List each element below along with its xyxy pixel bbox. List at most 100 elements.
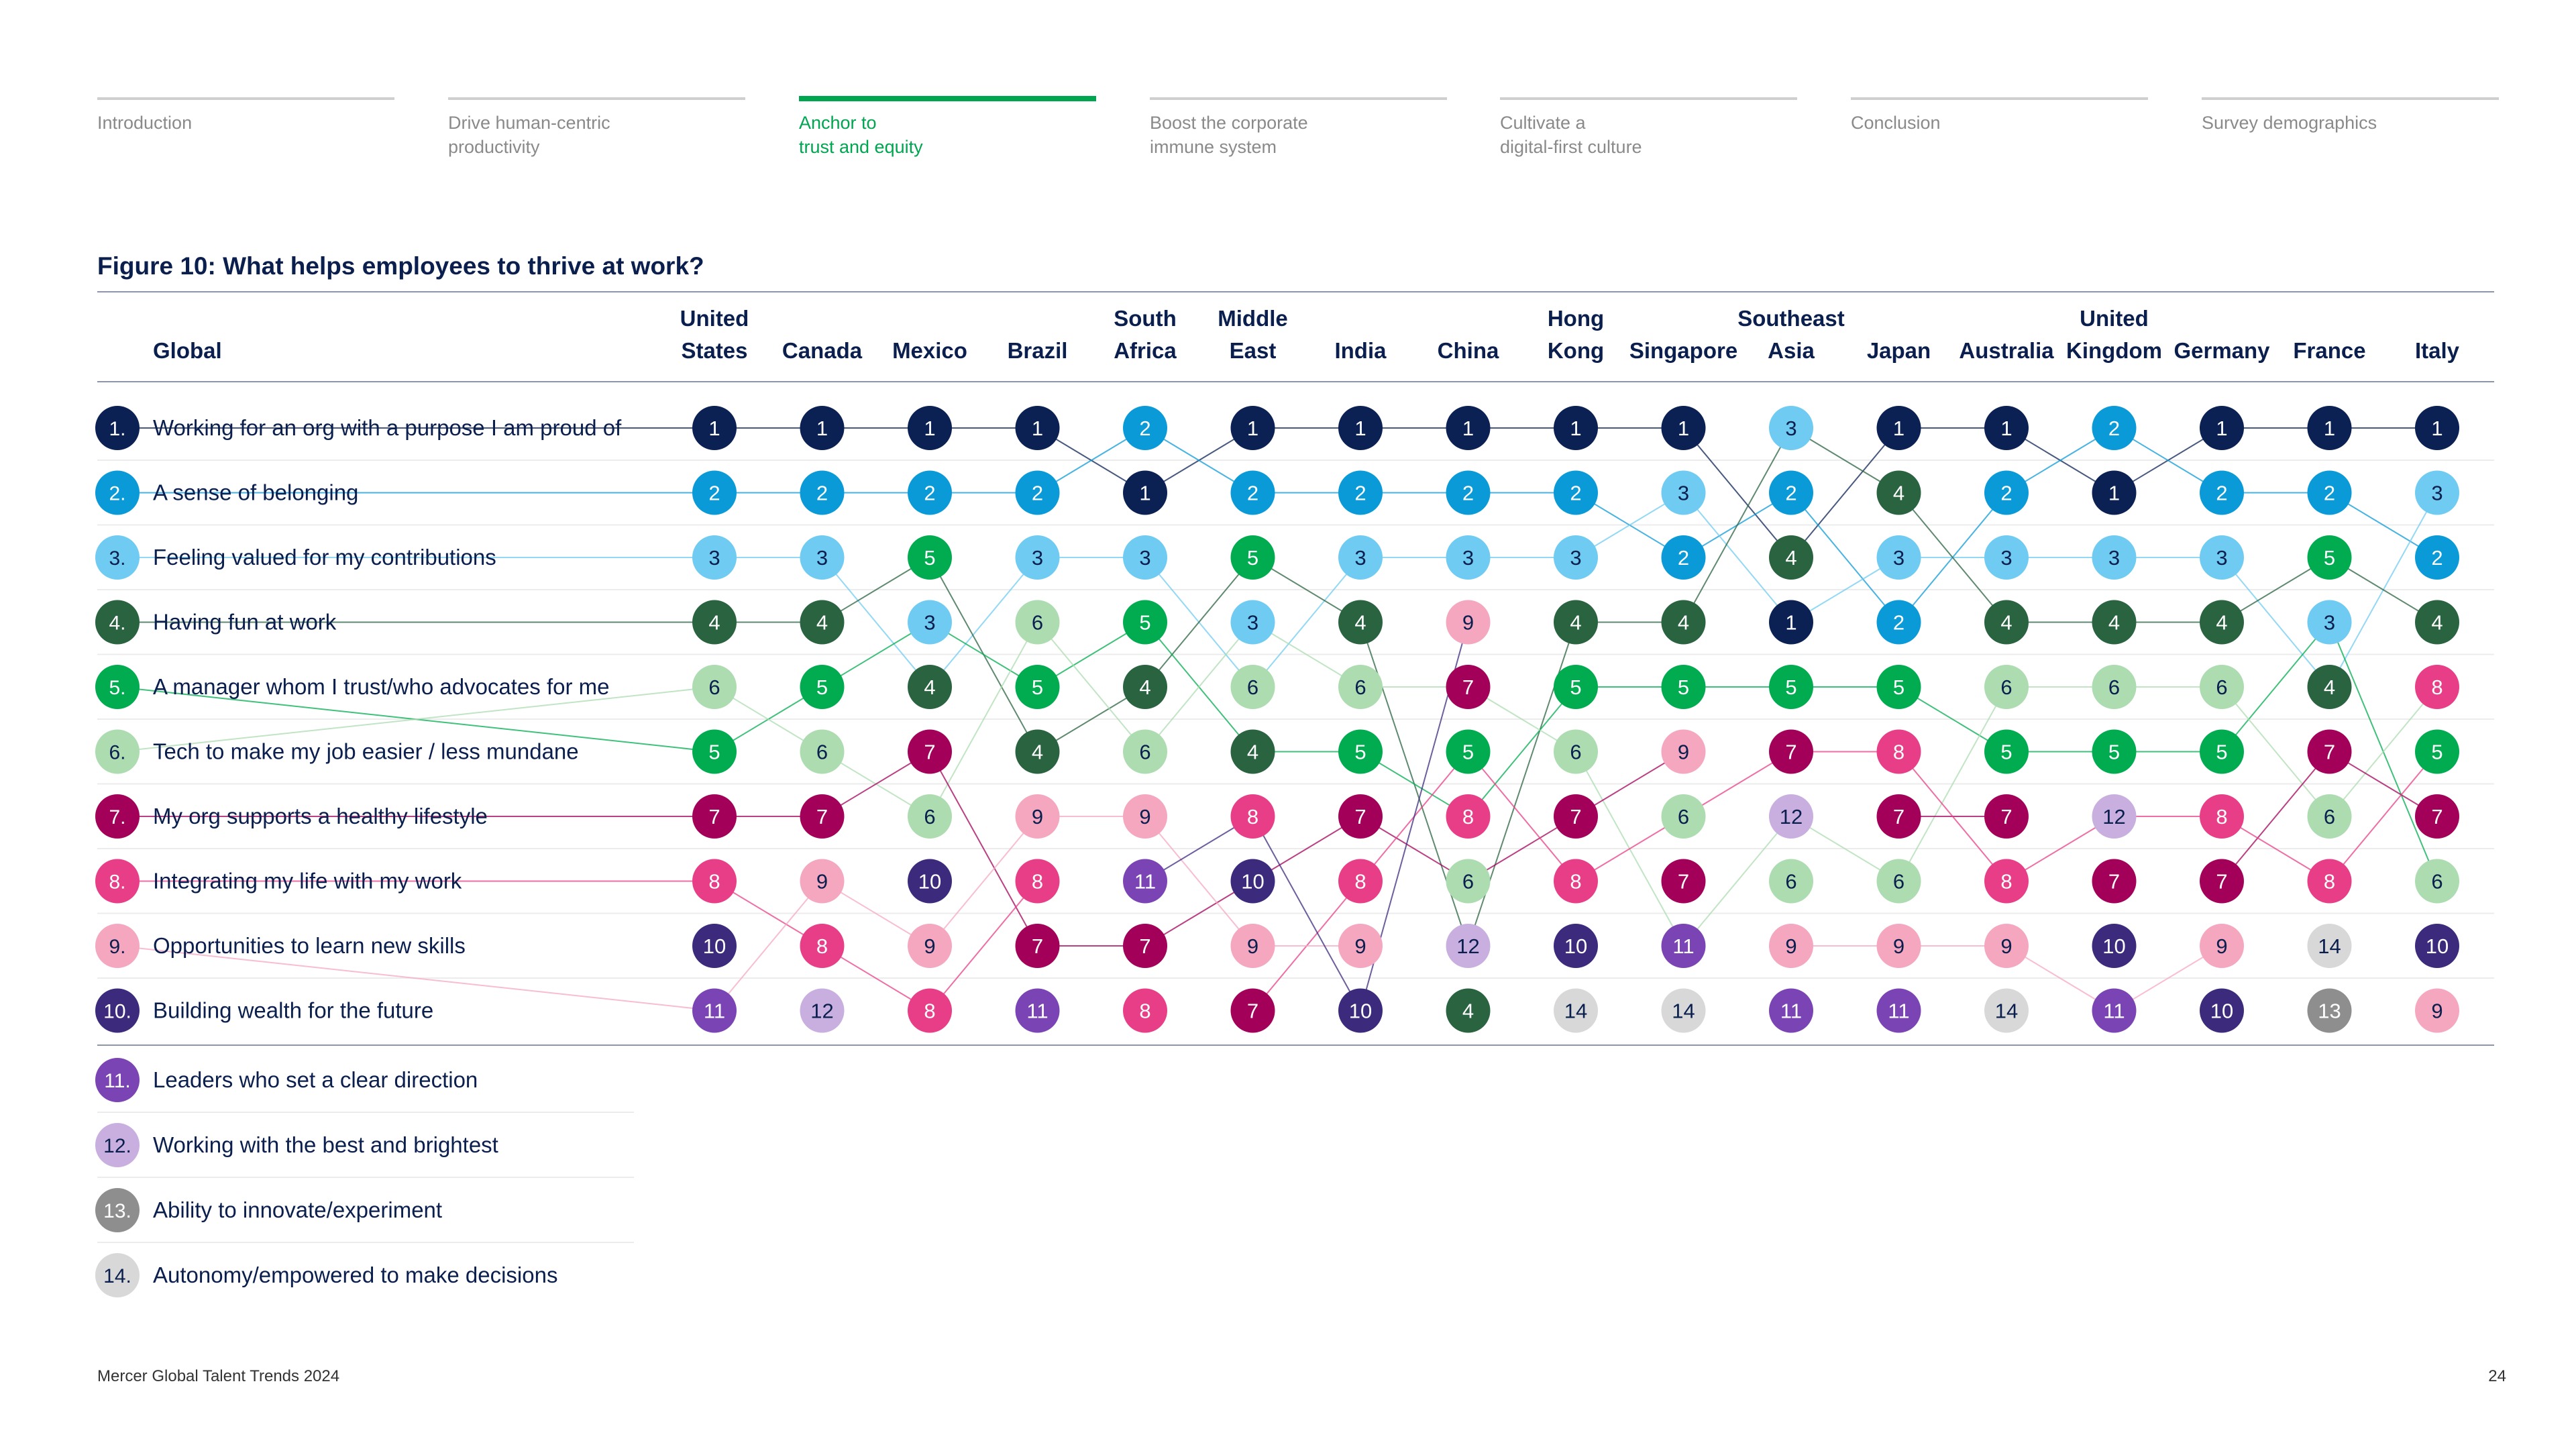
section-navigation: Introduction Drive human-centric producti…: [0, 0, 2576, 161]
country-rank-number: 7: [2216, 870, 2227, 894]
country-header: Germany: [2174, 338, 2270, 363]
country-header: South: [1114, 306, 1176, 331]
country-rank-number: 12: [2102, 805, 2125, 828]
country-rank-badge: [1446, 470, 1491, 515]
nav-tab[interactable]: Introduction: [97, 97, 394, 160]
country-header: Kong: [1548, 338, 1604, 363]
country-rank-badge: [2415, 924, 2459, 968]
country-rank-badge: [1446, 924, 1491, 968]
country-rank-number: 5: [1893, 676, 1904, 699]
country-rank-badge: [1661, 729, 1706, 774]
country-rank-number: 1: [1354, 417, 1366, 440]
country-rank-number: 13: [2318, 1000, 2341, 1023]
country-header: China: [1438, 338, 1499, 363]
rank-connector: [1682, 427, 1792, 558]
country-rank-number: 2: [2431, 546, 2443, 570]
country-rank-badge: [1876, 600, 1921, 645]
country-rank-number: 4: [1139, 676, 1150, 699]
country-rank-badge: [1446, 794, 1491, 839]
country-rank-badge: [1984, 665, 2029, 709]
country-rank-badge: [692, 729, 737, 774]
country-rank-badge: [1876, 794, 1921, 839]
country-rank-badge: [1661, 665, 1706, 709]
country-rank-number: 3: [708, 546, 720, 570]
country-header: Hong: [1548, 306, 1604, 331]
country-header: Australia: [1959, 338, 2054, 363]
nav-tab[interactable]: Survey demographics: [2202, 97, 2499, 160]
country-rank-badge: [800, 924, 845, 968]
country-rank-number: 11: [1026, 1000, 1048, 1023]
country-rank-number: 8: [1032, 870, 1043, 894]
country-rank-badge: [2307, 470, 2352, 515]
country-rank-number: 5: [1032, 676, 1043, 699]
country-header: Canada: [782, 338, 863, 363]
country-rank-badge: [1554, 859, 1598, 904]
rank-connector: [1898, 492, 2007, 623]
country-rank-number: 1: [1247, 417, 1258, 440]
country-rank-badge: [1876, 665, 1921, 709]
country-rank-badge: [1123, 665, 1167, 709]
country-rank-number: 2: [924, 482, 935, 505]
country-rank-number: 3: [1570, 546, 1581, 570]
country-rank-badge: [692, 406, 737, 450]
country-rank-badge: [1554, 535, 1598, 580]
country-rank-badge: [800, 794, 845, 839]
nav-tab-label: Introduction: [97, 113, 193, 133]
nav-tab-label: Boost the corporate immune system: [1150, 113, 1308, 157]
country-rank-badge: [2200, 794, 2244, 839]
country-rank-number: 2: [2324, 482, 2335, 505]
rank-connector: [1467, 751, 1576, 882]
global-rank-badge: [95, 406, 140, 450]
country-rank-number: 8: [1462, 805, 1474, 828]
nav-tab[interactable]: Anchor to trust and equity: [799, 96, 1096, 162]
rank-connector: [1682, 492, 1792, 623]
country-rank-number: 5: [1570, 676, 1581, 699]
country-rank-number: 8: [2000, 870, 2012, 894]
country-rank-badge: [1123, 988, 1167, 1033]
global-rank-number: 9.: [109, 936, 125, 958]
country-rank-number: 9: [1247, 934, 1258, 958]
country-rank-badge: [908, 859, 952, 904]
country-rank-badge: [2307, 535, 2352, 580]
nav-tab[interactable]: Cultivate a digital-first culture: [1500, 97, 1797, 160]
country-rank-number: 3: [2000, 546, 2012, 570]
country-rank-number: 8: [2431, 676, 2443, 699]
factor-label: Feeling valued for my contributions: [153, 545, 496, 570]
global-rank-number: 2.: [109, 483, 125, 505]
country-rank-badge: [1338, 729, 1383, 774]
rank-connector: [1898, 751, 2007, 882]
country-rank-badge: [1123, 924, 1167, 968]
global-rank-badge: [95, 794, 140, 839]
country-rank-number: 6: [2431, 870, 2443, 894]
rank-connector: [2221, 751, 2330, 882]
country-rank-number: 4: [1354, 611, 1366, 635]
country-rank-number: 4: [1462, 1000, 1474, 1023]
country-rank-number: 6: [1893, 870, 1904, 894]
country-rank-badge: [1984, 535, 2029, 580]
country-rank-badge: [1230, 924, 1275, 968]
country-rank-badge: [1123, 600, 1167, 645]
country-rank-badge: [2200, 665, 2244, 709]
global-rank-badge: [95, 859, 140, 904]
country-rank-badge: [2307, 665, 2352, 709]
country-rank-number: 3: [1462, 546, 1474, 570]
global-rank-badge: [95, 600, 140, 645]
country-rank-badge: [2092, 729, 2137, 774]
country-rank-number: 10: [1241, 870, 1264, 894]
country-rank-badge: [908, 988, 952, 1033]
nav-tab[interactable]: Boost the corporate immune system: [1150, 97, 1447, 160]
country-rank-badge: [2307, 924, 2352, 968]
country-rank-number: 3: [1139, 546, 1150, 570]
country-rank-number: 14: [1672, 1000, 1695, 1023]
nav-tab[interactable]: Conclusion: [1851, 97, 2148, 160]
nav-tab[interactable]: Drive human-centric productivity: [448, 97, 745, 160]
country-rank-badge: [908, 470, 952, 515]
country-rank-badge: [2092, 794, 2137, 839]
country-rank-badge: [1338, 988, 1383, 1033]
country-rank-badge: [2200, 406, 2244, 450]
country-rank-number: 3: [2108, 546, 2120, 570]
country-rank-badge: [908, 406, 952, 450]
country-rank-badge: [2200, 600, 2244, 645]
country-rank-number: 11: [1134, 870, 1156, 894]
country-rank-number: 6: [2324, 805, 2335, 828]
